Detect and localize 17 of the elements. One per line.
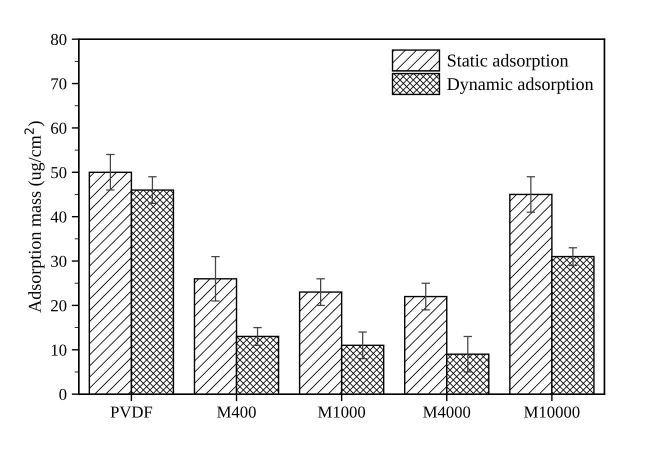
y-tick-label: 50	[51, 167, 66, 178]
y-tick-label: 70	[51, 78, 66, 90]
x-tick-label: M1000	[318, 406, 366, 418]
y-tick-label: 0	[59, 388, 66, 400]
y-tick-label: 40	[50, 211, 66, 223]
y-tick-label: 20	[51, 300, 66, 312]
legend-label: Dynamic adsorption	[447, 77, 594, 94]
x-tick-label: M10000	[524, 406, 580, 418]
y-tick-label: 10	[52, 344, 66, 356]
y-tick-label: 80	[51, 34, 66, 46]
x-tick-label: PVDF	[110, 406, 152, 418]
legend-label: Static adsorption	[448, 54, 568, 70]
x-tick-label: M400	[217, 406, 256, 418]
y-tick-label: 30	[51, 256, 66, 267]
y-tick-label: 60	[51, 122, 66, 134]
x-tick-label: M4000	[423, 406, 470, 418]
y-axis-title: Adsorption mass (ug/cm$^{2}$)	[24, 121, 45, 313]
